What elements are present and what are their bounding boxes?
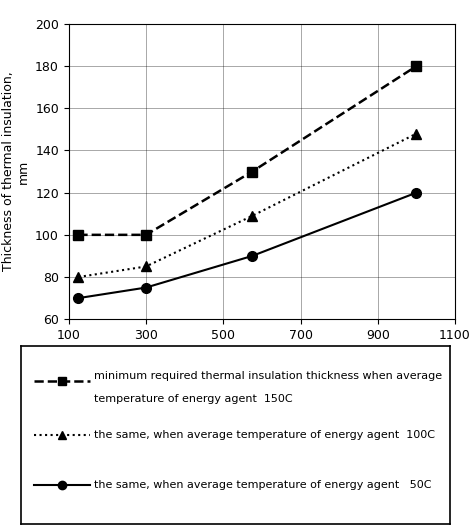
Y-axis label: Thickness of thermal insulation,
mm: Thickness of thermal insulation, mm (1, 72, 29, 271)
Text: temperature of energy agent  150C: temperature of energy agent 150C (94, 394, 293, 404)
X-axis label: Pipeline diameter, mm: Pipeline diameter, mm (166, 350, 358, 365)
Text: minimum required thermal insulation thickness when average: minimum required thermal insulation thic… (94, 371, 442, 381)
Text: the same, when average temperature of energy agent  100C: the same, when average temperature of en… (94, 430, 435, 440)
Text: the same, when average temperature of energy agent   50C: the same, when average temperature of en… (94, 480, 432, 490)
